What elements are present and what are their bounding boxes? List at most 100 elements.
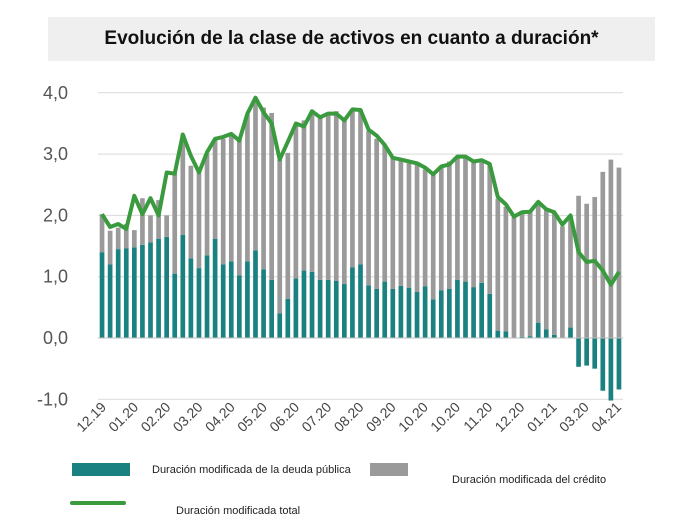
bar-credito xyxy=(156,200,161,239)
bar-credito xyxy=(220,138,226,265)
x-tick-label: 07.20 xyxy=(298,399,334,435)
bar-deuda xyxy=(301,270,307,338)
bar-credito xyxy=(123,223,129,249)
bar-deuda xyxy=(503,331,509,338)
bar-credito xyxy=(269,113,274,280)
bar-deuda xyxy=(196,268,202,338)
bar-credito xyxy=(366,130,371,286)
bar-deuda xyxy=(568,327,573,338)
x-tick-label: 08.20 xyxy=(331,399,367,435)
bar-credito xyxy=(438,166,444,291)
x-tick-label: 03.20 xyxy=(556,399,592,435)
bar-deuda xyxy=(261,269,266,338)
bar-deuda xyxy=(172,273,178,338)
bar-deuda xyxy=(285,298,291,338)
bar-deuda xyxy=(584,338,589,366)
bar-credito xyxy=(132,230,137,248)
x-tick-label: 12.20 xyxy=(491,399,527,435)
chart-title-box: Evolución de la clase de activos en cuan… xyxy=(48,17,655,61)
bar-deuda xyxy=(325,279,331,338)
bar-credito xyxy=(333,111,339,281)
legend-swatch-total xyxy=(70,501,126,505)
bar-deuda xyxy=(333,280,339,338)
bar-deuda xyxy=(317,279,323,338)
y-tick-label: 2,0 xyxy=(43,205,68,225)
legend-item-credito: Duración modificada del crédito xyxy=(370,463,606,486)
bar-deuda xyxy=(552,334,557,338)
bar-credito xyxy=(608,159,614,338)
bar-deuda xyxy=(293,278,299,338)
bar-deuda xyxy=(99,252,105,338)
bar-credito xyxy=(115,227,121,250)
bar-credito xyxy=(261,107,266,270)
bar-deuda xyxy=(132,247,137,338)
x-tick-label: 02.20 xyxy=(137,399,173,435)
bar-credito xyxy=(253,97,258,251)
bar-credito xyxy=(422,169,428,287)
x-tick-label: 12.19 xyxy=(73,399,109,435)
y-tick-label: -1,0 xyxy=(37,389,68,409)
legend-label-credito: Duración modificada del crédito xyxy=(452,473,607,486)
bar-deuda xyxy=(342,284,347,338)
bar-credito xyxy=(527,211,533,337)
legend-item-deuda: Duración modificada de la deuda pública xyxy=(72,463,351,476)
bar-credito xyxy=(543,209,549,330)
bar-credito xyxy=(471,160,476,288)
bar-deuda xyxy=(164,236,169,338)
bar-credito xyxy=(99,214,105,253)
bar-credito xyxy=(390,157,396,289)
bar-deuda xyxy=(390,288,396,338)
bar-credito xyxy=(228,135,234,262)
x-tick-label: 06.20 xyxy=(266,399,302,435)
bar-deuda xyxy=(374,288,379,338)
bar-credito xyxy=(140,198,145,245)
bar-credito xyxy=(301,120,307,271)
chart-title: Evolución de la clase de activos en cuan… xyxy=(104,28,599,49)
y-tick-label: 4,0 xyxy=(43,83,68,103)
bar-credito xyxy=(342,119,347,285)
bar-deuda xyxy=(414,292,420,338)
bar-credito xyxy=(204,153,210,256)
bar-deuda xyxy=(350,267,355,338)
bar-credito xyxy=(358,109,363,265)
bar-credito xyxy=(406,163,412,288)
bar-credito xyxy=(293,123,299,279)
bar-deuda xyxy=(180,235,186,338)
bar-deuda xyxy=(495,330,501,338)
bar-deuda xyxy=(245,261,250,338)
bar-credito xyxy=(180,134,186,236)
bar-credito xyxy=(188,165,194,259)
bar-credito xyxy=(592,197,598,338)
bar-credito xyxy=(600,171,606,338)
x-tick-label: 03.20 xyxy=(170,399,206,435)
bar-deuda xyxy=(600,338,606,391)
bar-deuda xyxy=(212,238,218,338)
bar-credito xyxy=(285,152,291,299)
bar-deuda xyxy=(519,336,525,338)
legend-label-deuda: Duración modificada de la deuda pública xyxy=(152,463,351,476)
bar-credito xyxy=(584,203,589,338)
bar-credito xyxy=(374,138,379,289)
bar-deuda xyxy=(406,287,412,338)
bar-deuda xyxy=(309,271,315,338)
bar-deuda xyxy=(228,261,234,338)
legend-swatch-deuda xyxy=(72,463,130,476)
bar-deuda xyxy=(148,242,153,338)
bar-credito xyxy=(576,195,581,338)
x-tick-label: 11.20 xyxy=(460,399,496,435)
bar-deuda xyxy=(188,258,194,338)
bar-deuda xyxy=(616,338,622,390)
bar-credito xyxy=(148,215,153,243)
bar-deuda xyxy=(576,338,581,367)
bar-credito xyxy=(212,138,218,239)
bar-deuda xyxy=(366,285,371,338)
legend-label-total: Duración modificada total xyxy=(176,505,301,517)
bar-deuda xyxy=(447,288,452,338)
x-tick-label: 01.21 xyxy=(524,399,560,435)
bar-deuda xyxy=(140,244,145,338)
bar-deuda xyxy=(463,281,468,338)
x-tick-label: 10.20 xyxy=(427,399,463,435)
bar-deuda xyxy=(487,293,493,338)
x-tick-label: 05.20 xyxy=(234,399,270,435)
